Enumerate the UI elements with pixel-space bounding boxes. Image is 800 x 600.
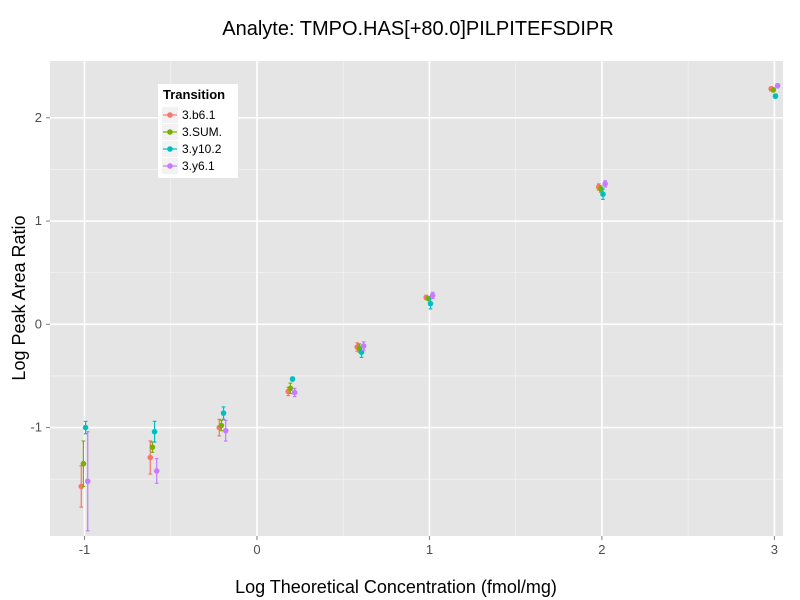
data-point: [147, 454, 154, 461]
data-point: [287, 385, 294, 392]
data-series: [78, 82, 781, 532]
legend-item: 3.SUM.: [162, 124, 222, 140]
data-point: [774, 82, 781, 89]
series-3.y6.1: [84, 82, 781, 532]
data-point: [149, 444, 156, 450]
data-point: [772, 93, 779, 99]
legend-title: Transition: [163, 87, 225, 102]
data-point: [429, 292, 436, 299]
data-point: [291, 389, 298, 396]
x-tick-label: 2: [598, 542, 605, 557]
y-tick-label: 2: [35, 110, 42, 125]
y-tick-label: 0: [35, 316, 42, 331]
data-point: [360, 343, 367, 349]
data-point: [425, 295, 432, 302]
data-point: [84, 478, 91, 485]
legend-label: 3.y6.1: [182, 159, 215, 173]
axes: -1 0 1 2 3 -1 0 1 2: [30, 110, 778, 557]
legend-key-point: [167, 112, 173, 118]
legend-item: 3.y6.1: [162, 158, 215, 174]
legend-label: 3.SUM.: [182, 125, 222, 139]
series-3.y10.2: [82, 93, 779, 443]
data-point: [82, 424, 89, 431]
y-tick-label: -1: [30, 420, 42, 435]
data-point: [289, 376, 296, 382]
chart-title: Analyte: TMPO.HAS[+80.0]PILPITEFSDIPR: [222, 18, 613, 40]
legend-label: 3.b6.1: [182, 108, 216, 122]
data-point: [220, 410, 227, 416]
legend: Transition 3.b6.1 3.SUM. 3.y10.2 3.y6.1: [158, 84, 238, 178]
x-tick-label: 3: [771, 542, 778, 557]
x-tick-label: 0: [253, 542, 260, 557]
data-point: [153, 468, 160, 474]
series-3.SUM.: [80, 87, 777, 488]
data-point: [427, 300, 434, 307]
data-point: [151, 428, 158, 435]
data-point: [78, 483, 85, 490]
legend-label: 3.y10.2: [182, 142, 222, 156]
data-point: [218, 422, 225, 429]
data-point: [598, 186, 604, 192]
data-point: [222, 427, 229, 434]
legend-items: 3.b6.1 3.SUM. 3.y10.2 3.y6.1: [162, 107, 222, 174]
legend-key-point: [167, 163, 173, 169]
x-tick-label: 1: [426, 542, 433, 557]
legend-item: 3.y10.2: [162, 141, 222, 157]
legend-key-point: [167, 129, 173, 135]
x-axis-title: Log Theoretical Concentration (fmol/mg): [235, 577, 557, 597]
data-point: [770, 87, 777, 93]
data-point: [358, 349, 365, 355]
data-point: [602, 181, 608, 187]
data-point: [600, 191, 606, 198]
data-point: [80, 460, 87, 467]
legend-item: 3.b6.1: [162, 107, 216, 123]
x-tick-label: -1: [79, 542, 91, 557]
legend-key-point: [167, 146, 173, 152]
y-axis-title: Log Peak Area Ratio: [9, 215, 29, 380]
y-tick-label: 1: [35, 213, 42, 228]
